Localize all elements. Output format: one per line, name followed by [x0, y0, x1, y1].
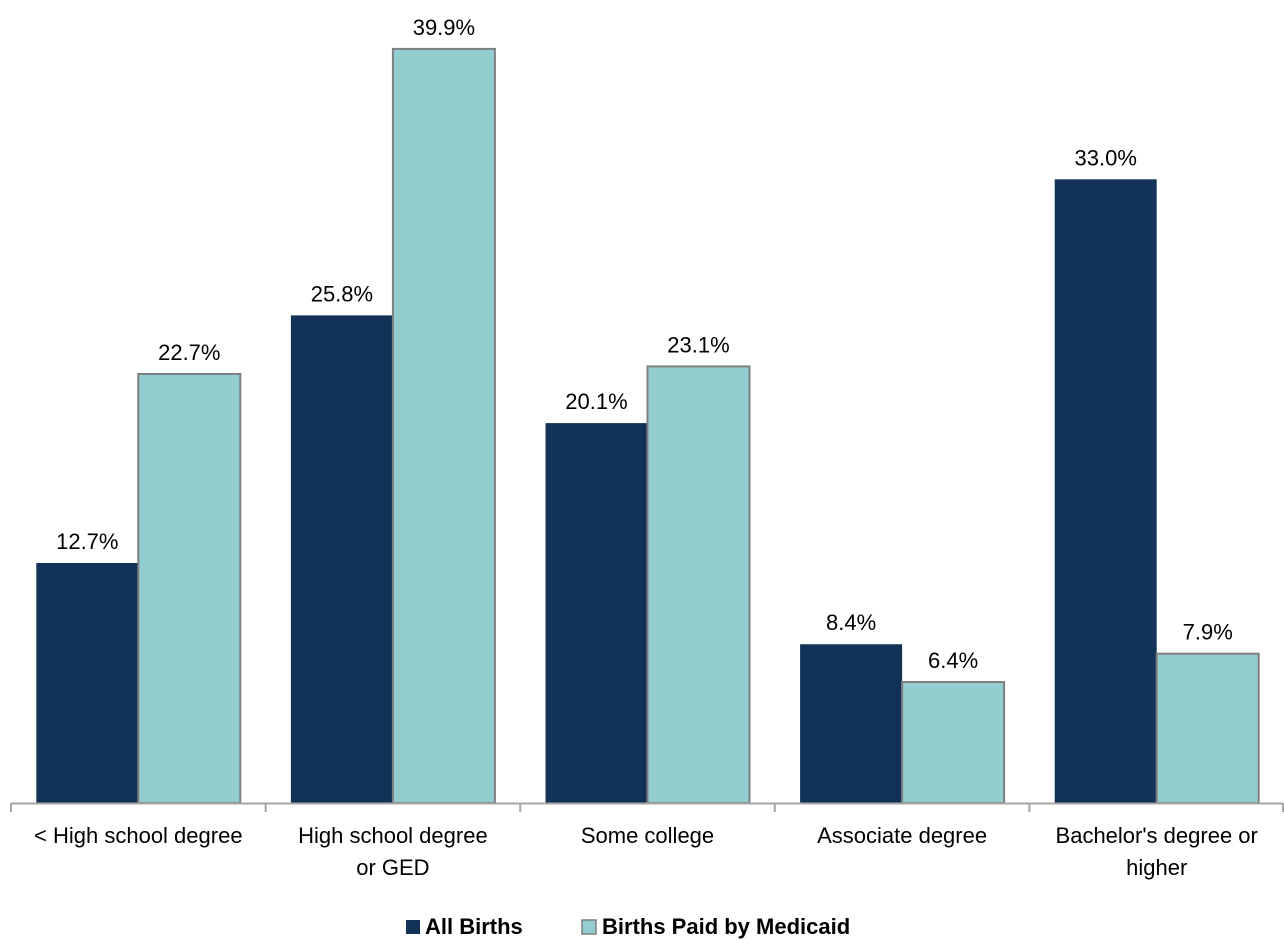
bar-medicaid-2: [646, 365, 751, 804]
data-label: 39.9%: [413, 15, 475, 40]
category-label: or GED: [356, 855, 429, 880]
data-label: 20.1%: [565, 389, 627, 414]
category-label: Some college: [581, 823, 714, 848]
bar-medicaid-4: [1155, 652, 1260, 804]
legend-label-medicaid: Births Paid by Medicaid: [602, 914, 850, 939]
category-label: Bachelor's degree or: [1056, 823, 1258, 848]
bar-medicaid-0: [137, 372, 242, 804]
bar-all-births-3: [800, 644, 903, 803]
bar-medicaid-1: [391, 47, 496, 804]
data-label: 22.7%: [158, 340, 220, 365]
legend-label-all-births: All Births: [425, 914, 523, 939]
bar-all-births-2: [545, 423, 648, 803]
bar-all-births-4: [1054, 179, 1157, 804]
category-label: < High school degree: [34, 823, 243, 848]
data-label: 6.4%: [928, 648, 978, 673]
bar-all-births-0: [36, 562, 139, 803]
legend-swatch-medicaid: [581, 919, 597, 935]
category-label: High school degree: [298, 823, 488, 848]
legend-swatch-all-births: [406, 920, 420, 934]
bar-all-births-1: [290, 315, 393, 803]
data-label: 25.8%: [311, 281, 373, 306]
data-label: 12.7%: [56, 529, 118, 554]
data-label: 8.4%: [826, 610, 876, 635]
data-label: 23.1%: [667, 332, 729, 357]
category-label: higher: [1126, 855, 1187, 880]
bar-medicaid-3: [901, 681, 1006, 804]
category-label: Associate degree: [817, 823, 987, 848]
data-label: 33.0%: [1075, 145, 1137, 170]
data-label: 7.9%: [1183, 620, 1233, 645]
